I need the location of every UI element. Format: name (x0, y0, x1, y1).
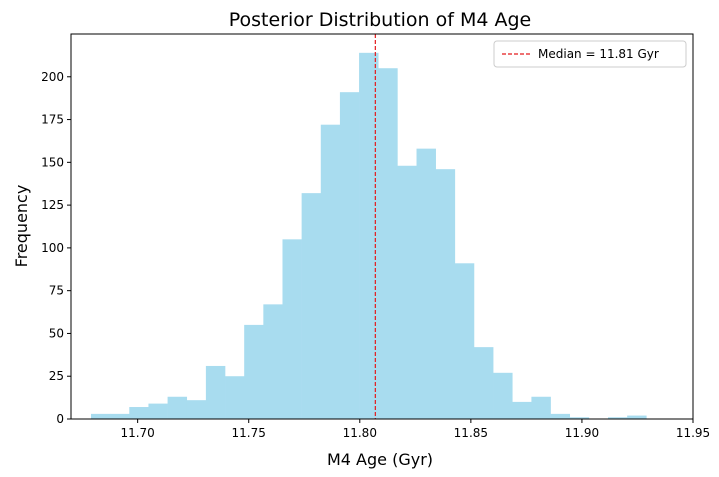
x-tick-label: 11.85 (454, 426, 488, 440)
histogram-bar (225, 376, 245, 419)
histogram-bar (397, 165, 417, 419)
y-tick-label: 150 (41, 155, 64, 169)
histogram-bar (320, 124, 341, 419)
histogram-bar (167, 396, 188, 419)
histogram-bar (569, 417, 590, 419)
y-tick-label: 125 (41, 198, 64, 212)
histogram-bar (186, 400, 207, 419)
histogram-bars (90, 52, 647, 419)
histogram-bar (512, 401, 532, 419)
legend-label: Median = 11.81 Gyr (538, 47, 659, 61)
histogram-bar (263, 304, 283, 419)
histogram-bar (129, 407, 149, 419)
histogram-bar (110, 413, 130, 419)
histogram-bar (627, 415, 647, 419)
chart-title: Posterior Distribution of M4 Age (229, 9, 532, 31)
histogram-bar (244, 324, 264, 419)
histogram-bar (148, 403, 168, 419)
y-axis-title: Frequency (12, 185, 31, 268)
histogram-bar (205, 365, 226, 419)
y-tick-label: 200 (41, 70, 64, 84)
x-tick-label: 11.80 (343, 426, 377, 440)
histogram-bar (435, 169, 456, 419)
legend-box (493, 40, 687, 68)
histogram-bar (531, 396, 551, 419)
histogram-bar (90, 413, 111, 419)
histogram-bar (473, 347, 494, 419)
x-axis-title: M4 Age (Gyr) (327, 450, 433, 469)
plot-frame (70, 33, 694, 420)
histogram-bar (282, 239, 302, 419)
y-tick-label: 75 (49, 284, 64, 298)
y-tick-label: 25 (49, 369, 64, 383)
histogram-bar (454, 263, 475, 419)
histogram-bar (339, 92, 360, 419)
histogram-bar (416, 148, 436, 419)
x-tick-label: 11.95 (676, 426, 710, 440)
y-tick-label: 50 (49, 326, 64, 340)
x-axis-ticks: 11.70 11.75 11.80 11.85 11.90 11.95 (120, 419, 710, 440)
histogram-bar (550, 413, 571, 419)
y-tick-label: 100 (41, 241, 64, 255)
histogram-bar (378, 68, 398, 419)
histogram-bar (608, 417, 628, 419)
histogram-bar (493, 372, 513, 419)
y-axis-ticks: 0 25 50 75 100 125 150 175 200 (41, 70, 71, 426)
histogram-bar (359, 52, 379, 419)
x-tick-label: 11.70 (120, 426, 154, 440)
y-tick-label: 175 (41, 113, 64, 127)
histogram-bar (301, 193, 322, 419)
y-tick-label: 0 (56, 412, 64, 426)
x-tick-label: 11.90 (565, 426, 599, 440)
legend: Median = 11.81 Gyr (493, 40, 687, 68)
x-tick-label: 11.75 (232, 426, 266, 440)
